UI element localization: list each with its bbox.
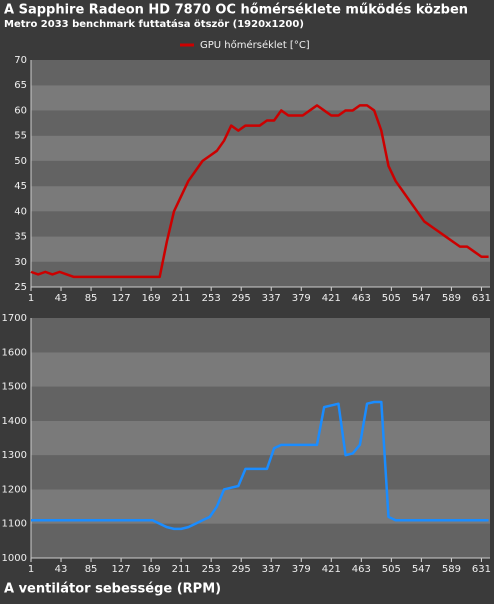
y-tick-label: 45 (14, 181, 27, 192)
grid-band (31, 318, 490, 353)
y-tick-label: 1400 (2, 416, 27, 427)
grid-band (31, 60, 490, 86)
x-tick-label: 379 (292, 564, 311, 575)
y-tick-label: 1200 (2, 484, 27, 495)
y-tick-label: 1300 (2, 450, 27, 461)
chart-title: A ventilátor sebessége (RPM) (4, 582, 221, 597)
grid-band (31, 386, 490, 421)
x-tick-label: 169 (142, 564, 161, 575)
x-tick-label: 379 (292, 293, 311, 304)
chart-title: A Sapphire Radeon HD 7870 OC hőmérséklet… (4, 3, 468, 18)
y-tick-label: 1500 (2, 382, 27, 393)
grid-band (31, 523, 490, 558)
x-tick-label: 505 (382, 564, 401, 575)
x-tick-label: 1 (28, 564, 34, 575)
x-tick-label: 253 (202, 564, 221, 575)
grid-band (31, 110, 490, 136)
grid-band (31, 352, 490, 387)
x-tick-label: 337 (262, 293, 281, 304)
y-tick-label: 1600 (2, 347, 27, 358)
y-tick-label: 1700 (2, 313, 27, 324)
y-tick-label: 1100 (2, 519, 27, 530)
y-tick-label: 35 (14, 232, 27, 243)
grid-band (31, 489, 490, 524)
x-tick-label: 211 (172, 564, 191, 575)
x-tick-label: 1 (28, 293, 34, 304)
x-tick-label: 421 (322, 564, 341, 575)
grid-band (31, 455, 490, 490)
x-tick-label: 127 (112, 293, 131, 304)
x-tick-label: 85 (85, 293, 98, 304)
x-tick-label: 295 (232, 293, 251, 304)
x-tick-label: 211 (172, 293, 191, 304)
x-tick-label: 295 (232, 564, 251, 575)
chart-subtitle: Metro 2033 benchmark futtatása ötször (1… (4, 18, 304, 30)
legend-label: GPU hőmérséklet [°C] (200, 39, 310, 51)
grid-band (31, 160, 490, 187)
y-tick-label: 55 (14, 131, 27, 142)
y-tick-label: 50 (14, 156, 27, 167)
grid-band (31, 211, 490, 237)
y-tick-label: 60 (14, 105, 27, 116)
x-tick-label: 505 (382, 293, 401, 304)
data-line (30, 104, 489, 279)
y-tick-label: 30 (14, 257, 27, 268)
x-tick-label: 589 (442, 564, 461, 575)
grid-band (31, 420, 490, 456)
x-tick-label: 85 (85, 564, 98, 575)
grid-band (31, 236, 490, 262)
grid-band (31, 85, 490, 111)
x-tick-label: 631 (472, 564, 491, 575)
grid-band (31, 135, 490, 161)
x-tick-label: 631 (472, 293, 491, 304)
grid-band (31, 261, 490, 287)
x-tick-label: 463 (352, 293, 371, 304)
data-line (31, 400, 489, 531)
x-tick-label: 589 (442, 293, 461, 304)
x-tick-label: 547 (412, 564, 431, 575)
grid-band (31, 186, 490, 212)
x-tick-label: 547 (412, 293, 431, 304)
x-tick-label: 127 (112, 564, 131, 575)
x-tick-label: 43 (55, 293, 68, 304)
x-tick-label: 337 (262, 564, 281, 575)
y-tick-label: 1000 (2, 553, 27, 564)
x-tick-label: 253 (202, 293, 221, 304)
y-tick-label: 70 (14, 55, 27, 66)
x-tick-label: 169 (142, 293, 161, 304)
y-tick-label: 40 (14, 206, 27, 217)
x-tick-label: 463 (352, 564, 371, 575)
y-tick-label: 65 (14, 80, 27, 91)
x-tick-label: 43 (55, 564, 68, 575)
x-tick-label: 421 (322, 293, 341, 304)
y-tick-label: 25 (14, 282, 27, 293)
